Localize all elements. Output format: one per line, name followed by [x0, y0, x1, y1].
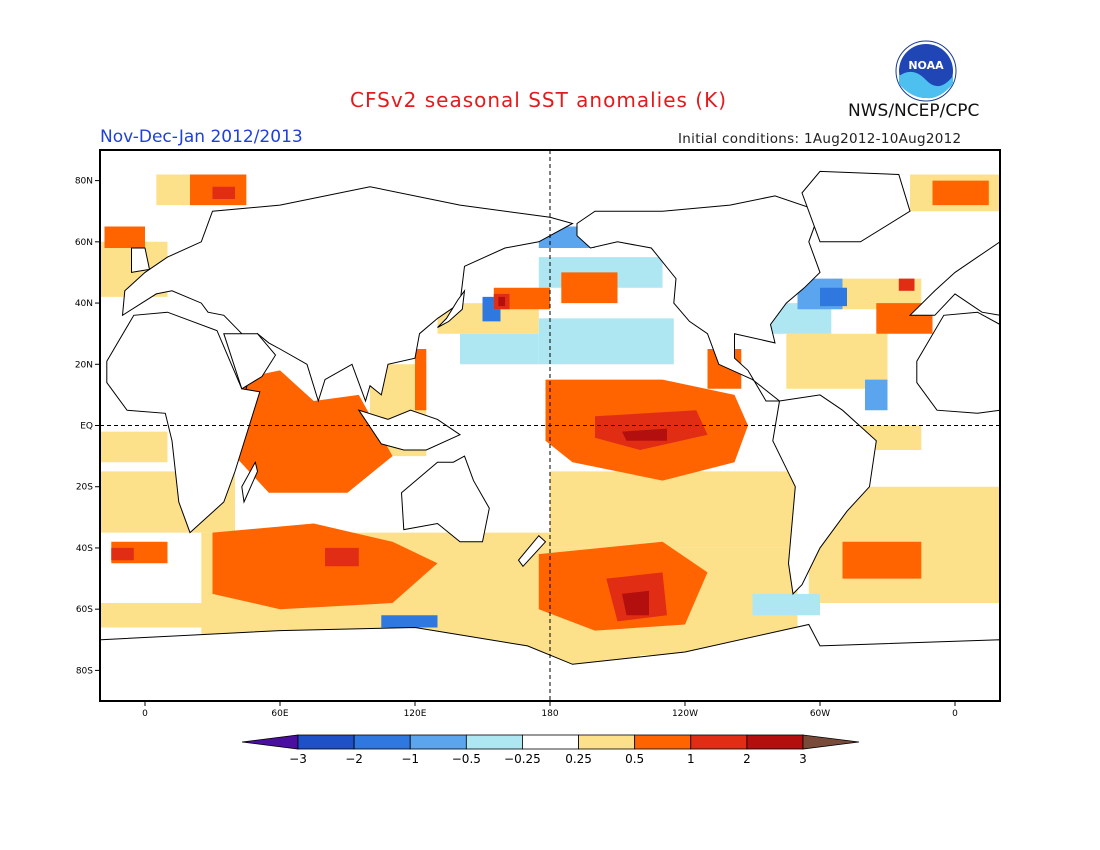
y-tick-label: 40S — [76, 544, 93, 554]
logo-text: NOAA — [908, 59, 944, 72]
weak-warm-patch — [786, 333, 888, 389]
colorbar-label: 0.5 — [625, 752, 644, 766]
strong-warm-region — [898, 278, 915, 291]
land-greenland — [801, 170, 911, 243]
colorbar-label: 3 — [799, 752, 807, 766]
initial-conditions: Initial conditions: 1Aug2012-10Aug2012 — [678, 131, 962, 147]
forecast-period: Nov-Dec-Jan 2012/2013 — [100, 127, 303, 147]
colorbar-label: −3 — [289, 752, 307, 766]
strong-warm-region — [212, 186, 235, 199]
land-europe-repeat — [908, 241, 1000, 316]
noaa-logo: NOAA — [895, 40, 957, 102]
x-tick-label: 120W — [672, 709, 698, 719]
strong-cool-patch — [820, 287, 847, 307]
weak-cool-patch — [460, 333, 539, 365]
x-axis: 0 60E 120E 180 120W 60W 0 — [142, 701, 958, 719]
colorbar-swatch — [690, 734, 748, 750]
colorbar-swatch — [578, 734, 636, 750]
warm-anomaly-region — [842, 541, 922, 579]
land-new-zealand — [517, 534, 547, 568]
colorbar-swatch — [746, 734, 804, 750]
colorbar-swatch — [522, 734, 579, 750]
weak-warm-patch — [101, 431, 168, 463]
x-tick-label: 0 — [952, 709, 958, 719]
land-japan — [437, 288, 466, 328]
land-uk — [131, 247, 151, 273]
colorbar-label: 2 — [743, 752, 751, 766]
x-tick-label: 0 — [142, 709, 148, 719]
warm-anomaly-region — [932, 180, 989, 206]
y-tick-label: EQ — [80, 422, 93, 432]
anomaly-fields — [101, 174, 1000, 671]
land-australia — [400, 455, 490, 543]
warm-anomaly-region — [415, 349, 427, 411]
weak-warm-patch — [101, 603, 280, 628]
very-strong-warm-region — [622, 590, 649, 616]
y-tick-label: 80N — [75, 177, 93, 187]
land-north-america — [576, 195, 821, 402]
y-axis: 80N 60N 40N 20N EQ 20S 40S 60S 80S — [75, 177, 100, 676]
reference-lines — [100, 150, 1000, 701]
strong-cool-patch — [381, 615, 438, 628]
colorbar-label: −0.5 — [452, 752, 481, 766]
colorbar-swatch — [465, 734, 523, 750]
weak-cool-patch — [538, 318, 674, 365]
land-indonesia — [357, 409, 462, 451]
colorbar-label: −1 — [401, 752, 419, 766]
colorbar-swatch — [297, 734, 355, 750]
weak-warm-patch — [550, 471, 820, 548]
land-madagascar — [241, 460, 259, 504]
colorbar-max-extend — [802, 734, 860, 750]
y-tick-label: 20N — [75, 360, 93, 370]
colorbar-label: −2 — [345, 752, 363, 766]
warm-anomaly-region — [561, 272, 618, 304]
warm-anomaly-region — [104, 226, 145, 248]
moderate-cool-patch — [865, 379, 888, 411]
colorbar-label: −0.25 — [504, 752, 541, 766]
y-tick-label: 40N — [75, 299, 93, 309]
y-tick-label: 80S — [76, 666, 93, 676]
chart-title: CFSv2 seasonal SST anomalies (K) — [350, 88, 727, 112]
land-arabia — [223, 333, 277, 390]
land-south-america — [772, 394, 877, 595]
x-tick-label: 60W — [810, 709, 830, 719]
strong-warm-region — [111, 547, 134, 561]
y-tick-label: 20S — [76, 483, 93, 493]
x-tick-label: 60E — [271, 709, 288, 719]
land-africa-repeat — [916, 311, 1000, 414]
colorbar: −3 −2 −1 −0.5 −0.25 0.25 0.5 1 2 3 — [241, 734, 860, 766]
colorbar-swatch — [409, 734, 467, 750]
colorbar-min-extend — [241, 734, 299, 750]
weak-cool-patch — [752, 593, 820, 616]
y-tick-label: 60N — [75, 238, 93, 248]
land-africa — [106, 311, 261, 534]
y-tick-label: 60S — [76, 605, 93, 615]
x-tick-label: 120E — [404, 709, 427, 719]
very-strong-warm-region — [622, 428, 667, 441]
colorbar-swatch — [353, 734, 411, 750]
strong-warm-region — [325, 547, 359, 567]
colorbar-label: 1 — [687, 752, 695, 766]
colorbar-label: 0.25 — [565, 752, 592, 766]
warm-anomaly-region — [212, 523, 438, 610]
agency-label: NWS/NCEP/CPC — [848, 101, 980, 121]
colorbar-swatch — [634, 734, 692, 750]
warm-anomaly-region — [235, 370, 393, 493]
very-strong-warm-region — [498, 296, 505, 307]
x-tick-label: 180 — [541, 709, 558, 719]
